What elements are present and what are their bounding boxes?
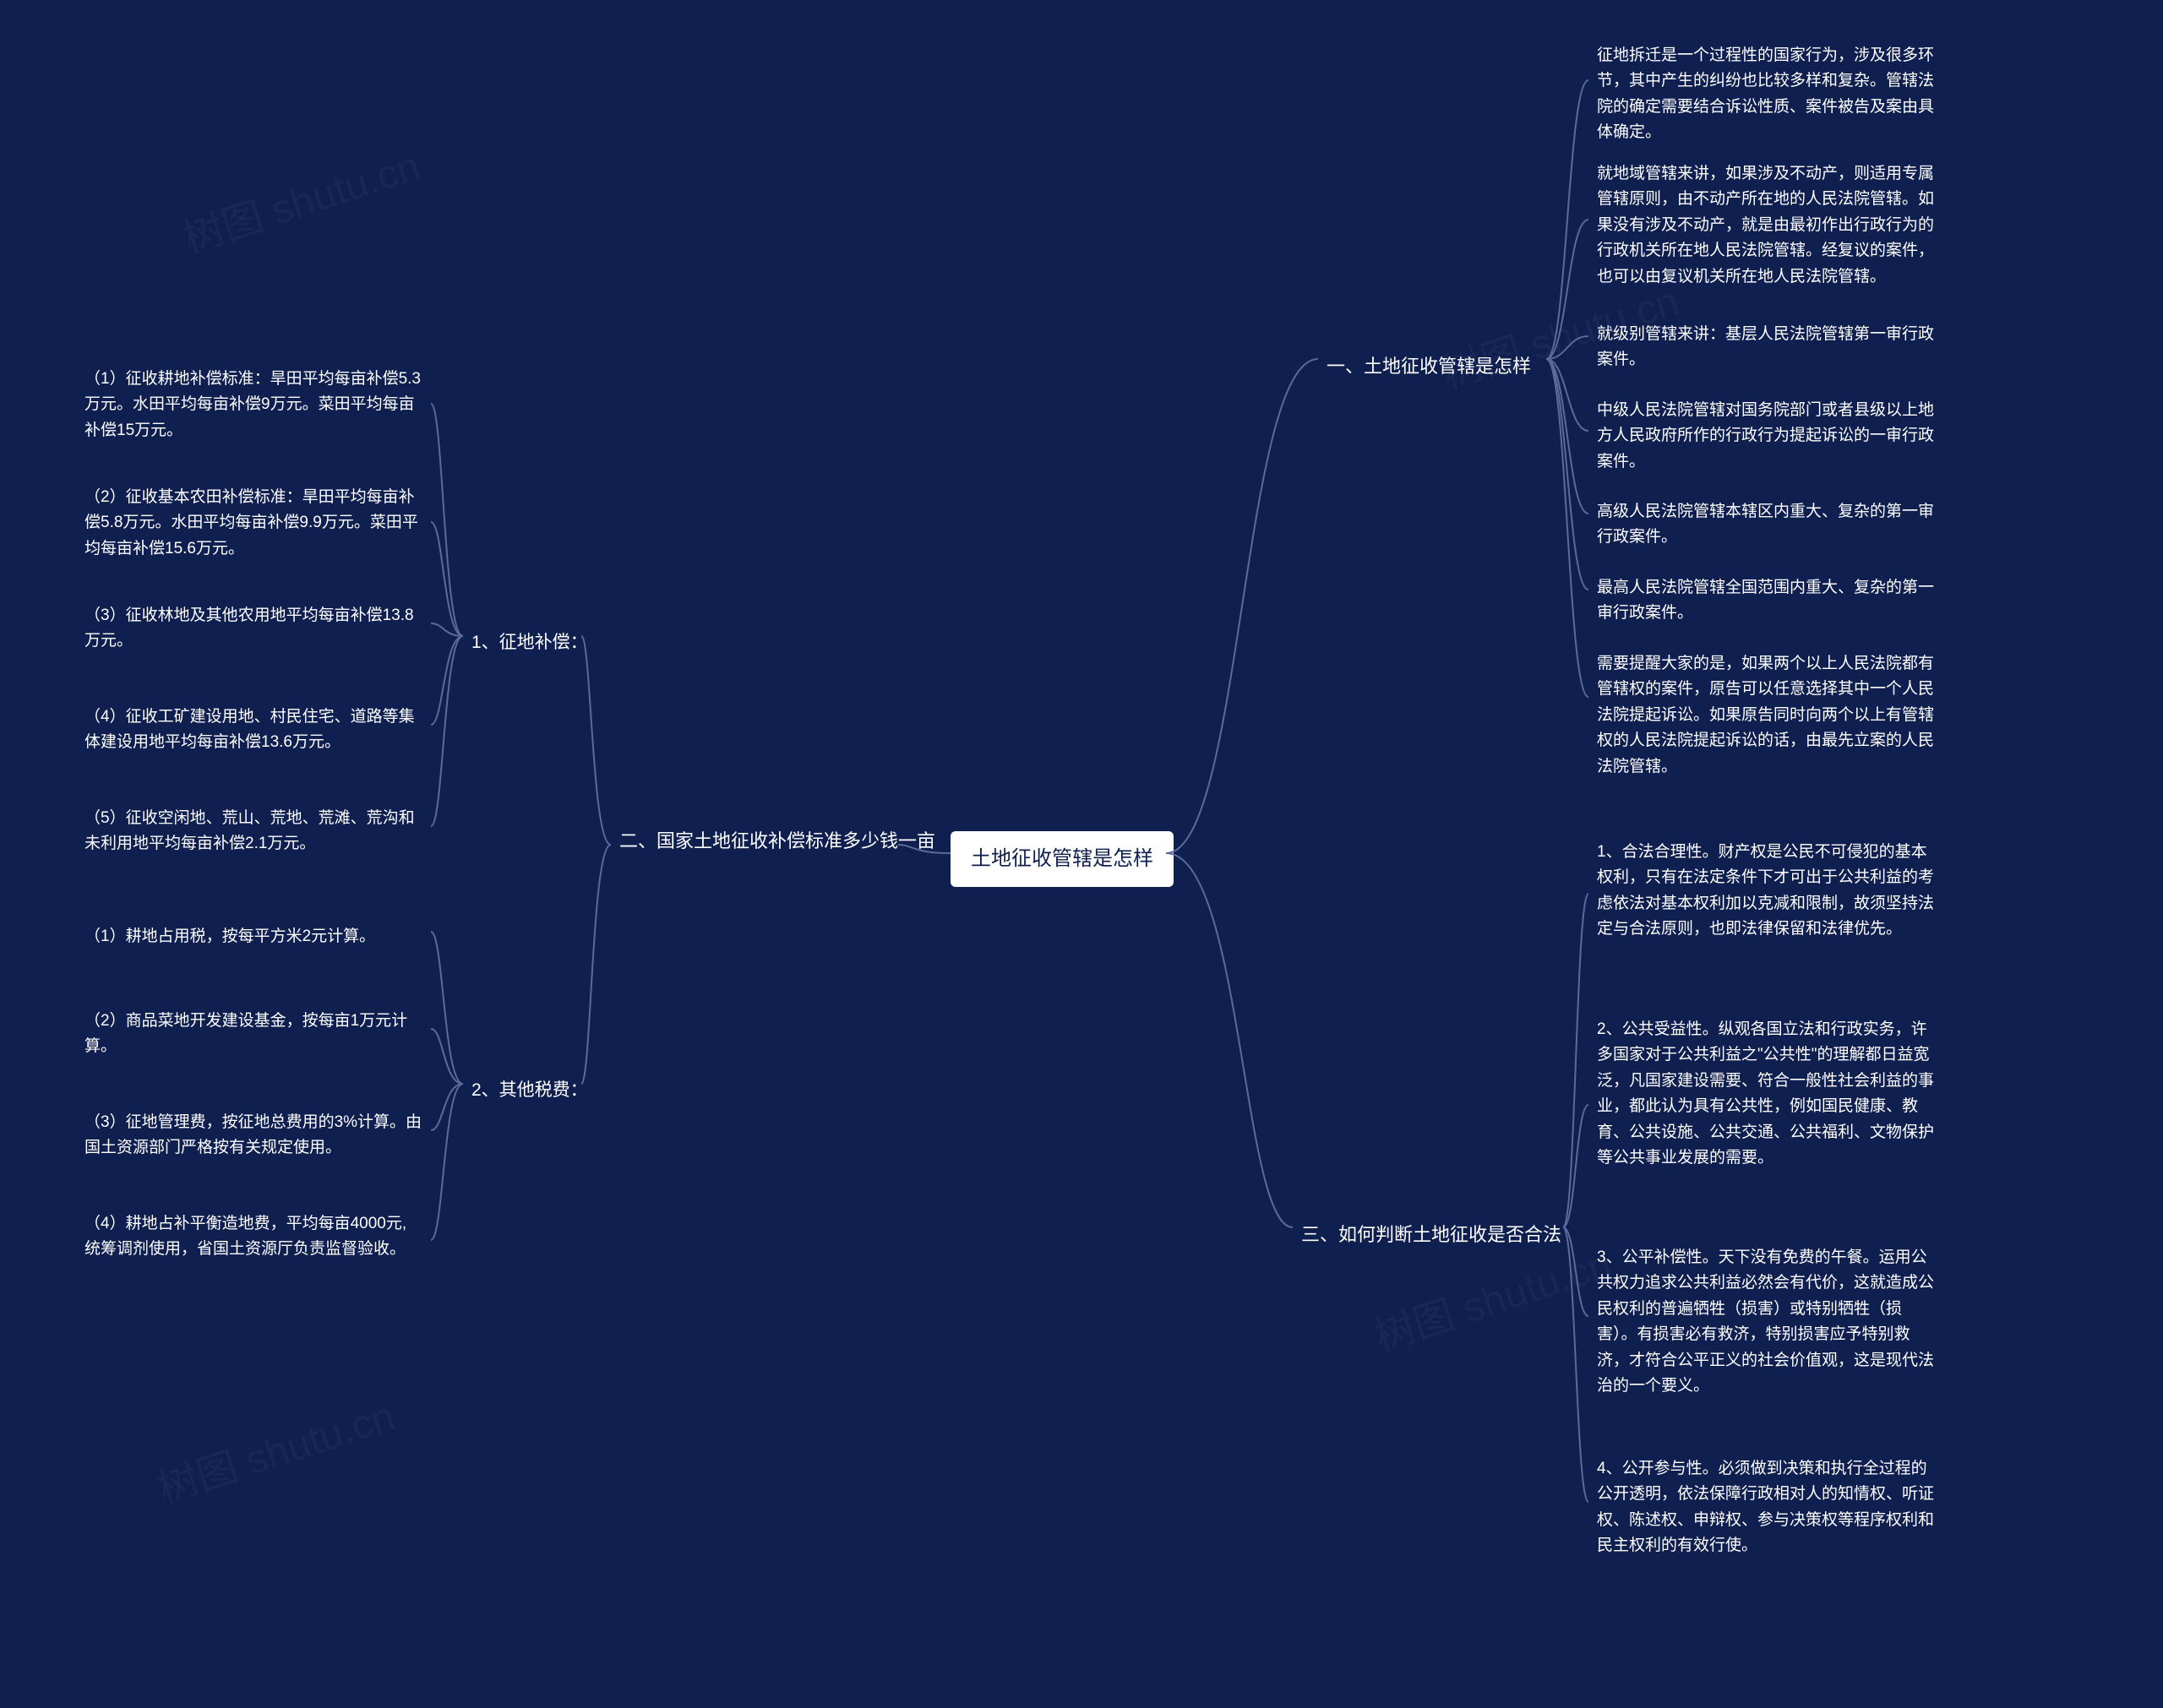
branch2-sub1-leaf-5: （5）征收空闲地、荒山、荒地、荒滩、荒沟和未利用地平均每亩补偿2.1万元。 (76, 801, 431, 862)
branch2-sub1-leaf-1: （1）征收耕地补偿标准：旱田平均每亩补偿5.3万元。水田平均每亩补偿9万元。菜田… (76, 362, 431, 449)
branch1-leaf-4: 中级人民法院管辖对国务院部门或者县级以上地方人民政府所作的行政行为提起诉讼的一审… (1588, 393, 1943, 480)
branch1-leaf-1: 征地拆迁是一个过程性的国家行为，涉及很多环节，其中产生的纠纷也比较多样和复杂。管… (1588, 38, 1943, 151)
branch2-sub2-leaf-1: （1）耕地占用税，按每平方米2元计算。 (76, 919, 384, 955)
branch2-sub2-leaf-2: （2）商品菜地开发建设基金，按每亩1万元计算。 (76, 1004, 431, 1065)
branch1-leaf-6: 最高人民法院管辖全国范围内重大、复杂的第一审行政案件。 (1588, 570, 1943, 632)
watermark: 树图 shutu.cn (174, 133, 426, 264)
branch2-sub1-leaf-4: （4）征收工矿建设用地、村民住宅、道路等集体建设用地平均每亩补偿13.6万元。 (76, 699, 431, 761)
branch-node-2[interactable]: 二、国家土地征收补偿标准多少钱一亩 (611, 821, 898, 861)
branch2-sub1-leaf-2: （2）征收基本农田补偿标准：旱田平均每亩补偿5.8万元。水田平均每亩补偿9.9万… (76, 480, 431, 567)
branch2-sub2-leaf-3: （3）征地管理费，按征地总费用的3%计算。由国土资源部门严格按有关规定使用。 (76, 1105, 431, 1167)
center-node[interactable]: 土地征收管辖是怎样 (951, 831, 1174, 887)
branch-node-3[interactable]: 三、如何判断土地征收是否合法 (1293, 1215, 1570, 1254)
branch1-leaf-5: 高级人民法院管辖本辖区内重大、复杂的第一审行政案件。 (1588, 494, 1943, 556)
branch2-sub-1[interactable]: 1、征地补偿： (463, 623, 597, 662)
branch3-leaf-2: 2、公共受益性。纵观各国立法和行政实务，许多国家对于公共利益之"公共性"的理解都… (1588, 1012, 1943, 1176)
branch2-sub-2[interactable]: 2、其他税费： (463, 1071, 597, 1110)
branch1-leaf-7: 需要提醒大家的是，如果两个以上人民法院都有管辖权的案件，原告可以任意选择其中一个… (1588, 646, 1943, 785)
branch3-leaf-4: 4、公开参与性。必须做到决策和执行全过程的公开透明，依法保障行政相对人的知情权、… (1588, 1451, 1943, 1564)
branch1-leaf-3: 就级别管辖来讲：基层人民法院管辖第一审行政案件。 (1588, 317, 1943, 378)
branch3-leaf-1: 1、合法合理性。财产权是公民不可侵犯的基本权利，只有在法定条件下才可出于公共利益… (1588, 835, 1943, 948)
branch2-sub2-leaf-4: （4）耕地占补平衡造地费，平均每亩4000元,统筹调剂使用，省国土资源厅负责监督… (76, 1206, 431, 1268)
branch-node-1[interactable]: 一、土地征收管辖是怎样 (1318, 346, 1539, 386)
branch3-leaf-3: 3、公平补偿性。天下没有免费的午餐。运用公共权力追求公共利益必然会有代价，这就造… (1588, 1240, 1943, 1404)
branch2-sub1-leaf-3: （3）征收林地及其他农用地平均每亩补偿13.8万元。 (76, 598, 431, 660)
branch1-leaf-2: 就地域管辖来讲，如果涉及不动产，则适用专属管辖原则，由不动产所在地的人民法院管辖… (1588, 156, 1943, 295)
watermark: 树图 shutu.cn (149, 1383, 400, 1515)
